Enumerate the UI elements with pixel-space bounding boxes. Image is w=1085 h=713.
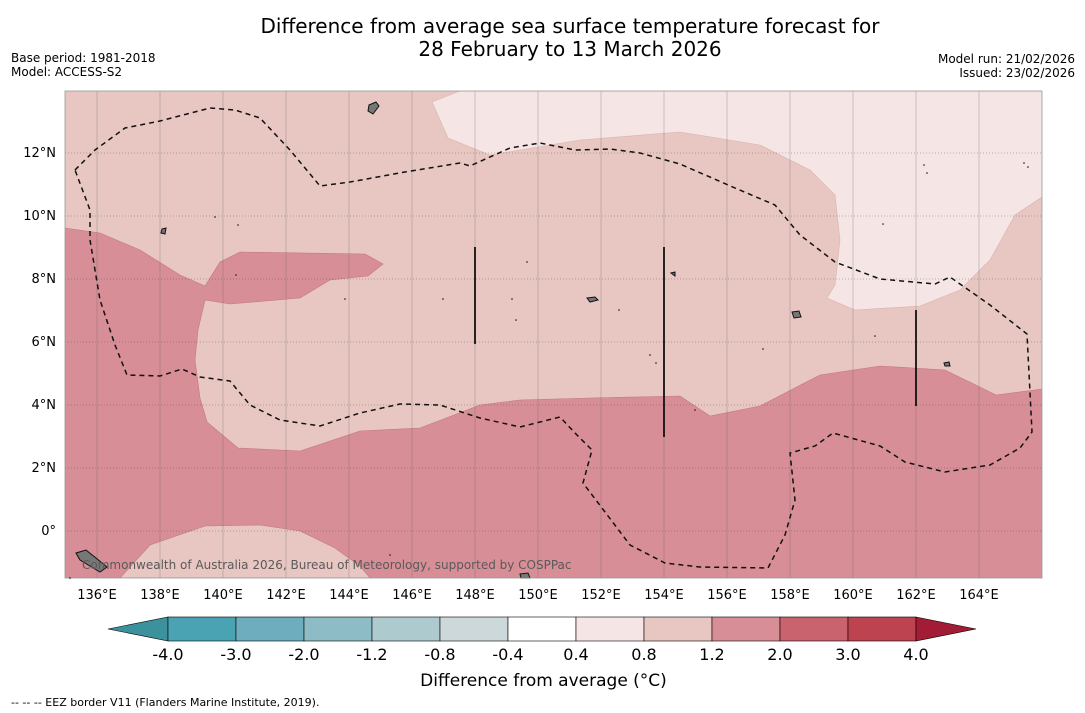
eez-border-palau-fsm-north (74, 107, 1033, 569)
eez-footnote: -- -- -- EEZ border V11 (Flanders Marine… (11, 696, 320, 709)
lat-label-10n: 10°N (23, 209, 56, 224)
eez-borders (74, 107, 1033, 569)
islands (75, 101, 951, 579)
atoll-dots (69, 162, 1029, 579)
colorbar-segment (439, 616, 509, 642)
colorbar-segment (643, 616, 713, 642)
colorbar-segment (779, 616, 849, 642)
lat-label-2n: 2°N (31, 461, 57, 476)
model-label: Model: ACCESS-S2 (11, 65, 123, 79)
colorbar-segment (711, 616, 781, 642)
lat-label-12n: 12°N (23, 146, 56, 161)
lon-label-158e: 158°E (770, 588, 810, 603)
base-period-label: Base period: 1981-2018 (11, 51, 156, 65)
lon-label-140e: 140°E (203, 588, 243, 603)
anomaly-fields (65, 91, 1042, 578)
colorbar-label: -0.8 (424, 645, 456, 664)
lat-label-0: 0° (41, 524, 56, 539)
colorbar-label: 3.0 (835, 645, 861, 664)
lon-label-150e: 150°E (518, 588, 558, 603)
colorbar-segment (371, 616, 441, 642)
colorbar-extend-low (107, 616, 169, 642)
colorbar-label: 0.4 (563, 645, 589, 664)
lon-label-142e: 142°E (266, 588, 306, 603)
colorbar-label: 4.0 (903, 645, 929, 664)
field-1.2-2.0 (65, 227, 1042, 578)
title-line-2: 28 February to 13 March 2026 (418, 37, 722, 61)
lon-label-162e: 162°E (896, 588, 936, 603)
colorbar-label: -3.0 (220, 645, 252, 664)
title-line-1: Difference from average sea surface temp… (260, 14, 880, 38)
colorbar-segment (167, 616, 237, 642)
colorbar-label: -0.4 (492, 645, 524, 664)
colorbar-label: 0.8 (631, 645, 657, 664)
lon-label-160e: 160°E (833, 588, 873, 603)
lon-label-152e: 152°E (581, 588, 621, 603)
colorbar-segment (303, 616, 373, 642)
colorbar-title: Difference from average (°C) (420, 671, 667, 691)
issued-label: Issued: 23/02/2026 (959, 66, 1075, 80)
colorbar-segment (575, 616, 645, 642)
lat-label-6n: 6°N (31, 335, 57, 350)
trench-lines (474, 247, 917, 437)
lon-label-148e: 148°E (455, 588, 495, 603)
credit-text: Commonwealth of Australia 2026, Bureau o… (82, 558, 572, 572)
colorbar-segment (235, 616, 305, 642)
colorbar-extend-high (915, 616, 977, 642)
lat-label-8n: 8°N (31, 272, 57, 287)
model-run-label: Model run: 21/02/2026 (937, 52, 1075, 66)
colorbar-label: 1.2 (699, 645, 725, 664)
colorbar-label: -2.0 (288, 645, 320, 664)
lon-label-138e: 138°E (140, 588, 180, 603)
colorbar (107, 616, 977, 642)
field-0.4-0.8 (431, 91, 1042, 311)
lon-label-154e: 154°E (644, 588, 684, 603)
lon-label-156e: 156°E (707, 588, 747, 603)
map-frame (64, 90, 1043, 579)
parallels (65, 152, 1042, 532)
lon-label-164e: 164°E (959, 588, 999, 603)
lat-label-4n: 4°N (31, 398, 57, 413)
lon-label-136e: 136°E (77, 588, 117, 603)
colorbar-label: -1.2 (356, 645, 388, 664)
colorbar-segment (507, 616, 577, 642)
colorbar-label: 2.0 (767, 645, 793, 664)
colorbar-label: -4.0 (152, 645, 184, 664)
lon-label-146e: 146°E (392, 588, 432, 603)
lon-label-144e: 144°E (329, 588, 369, 603)
colorbar-segment (847, 616, 917, 642)
